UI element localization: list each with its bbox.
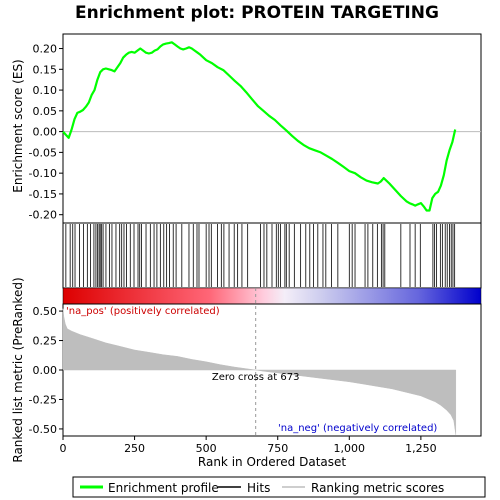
chart-title: Enrichment plot: PROTEIN TARGETING: [75, 3, 439, 23]
es-y-tick-label: 0.15: [33, 63, 58, 76]
es-y-axis-label: Enrichment score (ES): [11, 59, 25, 192]
es-y-tick-label: -0.15: [29, 188, 57, 201]
es-series-group: [62, 41, 457, 212]
metric-y-tick-label: 0.25: [33, 335, 58, 348]
es-panel: [62, 33, 482, 224]
negative-correlation-annotation: 'na_neg' (negatively correlated): [278, 423, 437, 434]
es-y-tick-label: 0.10: [33, 84, 58, 97]
metric-y-tick-label: 0.50: [33, 305, 58, 318]
ranking-metric-area: [62, 308, 457, 435]
x-axis-label: Rank in Ordered Dataset: [198, 455, 346, 469]
es-y-tick-label: -0.20: [29, 209, 57, 222]
zero-cross-annotation: Zero cross at 673: [212, 372, 300, 383]
es-y-tick-label: 0.20: [33, 43, 58, 56]
metric-series-group: [62, 308, 457, 435]
enrichment-profile-line: [62, 41, 457, 212]
es-y-tick-label: 0.00: [33, 126, 58, 139]
metric-y-tick-label: 0.00: [33, 364, 58, 377]
positive-correlation-annotation: 'na_pos' (positively correlated): [66, 306, 220, 317]
es-y-tick-label: -0.05: [29, 146, 57, 159]
x-axis: 0 250 500 750 1,000 1,250: [60, 436, 437, 455]
x-tick-label: 1,250: [405, 442, 437, 455]
legend: Enrichment profile Hits Ranking metric s…: [72, 476, 486, 498]
es-y-tick-label: -0.10: [29, 167, 57, 180]
x-tick-label: 750: [267, 442, 288, 455]
es-y-axis: -0.20 -0.15 -0.10 -0.05 0.00 0.05 0.10 0.15 0.20: [29, 43, 63, 222]
legend-enrichment-label: Enrichment profile: [108, 481, 219, 495]
x-tick-label: 500: [196, 442, 217, 455]
metric-y-tick-label: -0.50: [29, 423, 57, 436]
x-tick-label: 1,000: [334, 442, 366, 455]
hit-markers: [65, 224, 456, 287]
legend-box: [72, 476, 486, 498]
x-tick-label: 250: [124, 442, 145, 455]
metric-y-axis-label: Ranked list metric (PreRanked): [11, 277, 25, 462]
metric-y-axis: -0.50 -0.25 0.00 0.25 0.50: [29, 305, 63, 436]
es-y-tick-label: 0.05: [33, 105, 58, 118]
x-tick-label: 0: [60, 442, 67, 455]
metric-y-tick-label: -0.25: [29, 393, 57, 406]
legend-metric-label: Ranking metric scores: [311, 481, 444, 495]
legend-hits-label: Hits: [247, 481, 270, 495]
rank-color-bar: [62, 287, 482, 305]
